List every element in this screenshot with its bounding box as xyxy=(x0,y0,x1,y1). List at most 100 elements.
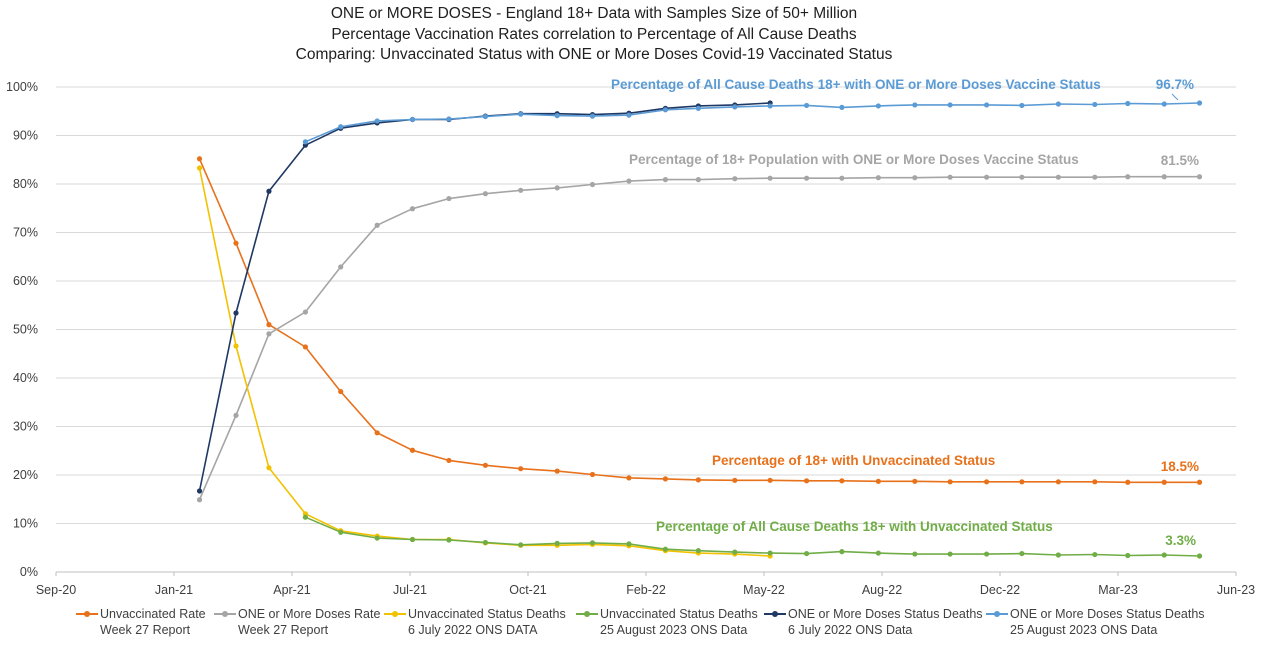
y-tick-label: 30% xyxy=(13,420,38,434)
data-point xyxy=(947,551,953,557)
data-point xyxy=(1019,102,1025,109)
legend-label: Week 27 Report xyxy=(238,623,329,637)
series-line xyxy=(198,158,1200,484)
data-point xyxy=(266,331,272,337)
chart-title-line-1: ONE or MORE DOSES - England 18+ Data wit… xyxy=(330,5,858,22)
series-line xyxy=(198,175,1200,501)
data-point xyxy=(409,447,416,453)
annotation-label: 3.3% xyxy=(1165,533,1196,548)
annotation-label: 18.5% xyxy=(1161,459,1199,474)
data-point xyxy=(875,175,881,181)
y-tick-label: 40% xyxy=(13,371,38,385)
data-point xyxy=(374,118,380,124)
data-point xyxy=(374,430,380,436)
legend-label: Week 27 Report xyxy=(100,623,191,637)
data-point xyxy=(662,546,669,552)
series-line xyxy=(305,102,1200,143)
annotation-label: Percentage of All Cause Deaths 18+ with … xyxy=(611,77,1101,92)
data-point xyxy=(912,478,918,484)
x-tick-label: Jul-21 xyxy=(393,583,427,597)
annotation-label: Percentage of All Cause Deaths 18+ with … xyxy=(656,519,1053,534)
chart-title-line-2: Percentage Vaccination Rates correlation… xyxy=(331,25,857,43)
data-point xyxy=(767,477,773,483)
data-point xyxy=(482,539,489,546)
x-tick-label: Jun-23 xyxy=(1217,583,1255,597)
data-point xyxy=(302,344,309,350)
data-point xyxy=(589,181,596,188)
data-point xyxy=(409,206,416,212)
y-tick-label: 100% xyxy=(6,80,38,94)
data-point xyxy=(1196,479,1203,485)
data-point xyxy=(732,549,738,555)
data-point xyxy=(338,264,344,270)
data-point xyxy=(1092,174,1098,180)
y-tick-label: 90% xyxy=(13,129,38,143)
data-point xyxy=(1055,174,1061,180)
data-point xyxy=(983,479,990,485)
legend-label: 6 July 2022 ONS DATA xyxy=(408,623,538,637)
series-3 xyxy=(196,165,773,559)
x-tick-label: May-22 xyxy=(743,583,785,597)
data-point xyxy=(1055,552,1061,558)
legend-label: Unvaccinated Status Deaths xyxy=(408,607,566,621)
data-point xyxy=(302,309,309,315)
data-point xyxy=(302,139,309,145)
data-point xyxy=(912,551,918,557)
data-point xyxy=(732,104,738,110)
x-tick-label: Jan-21 xyxy=(155,583,193,597)
data-point xyxy=(912,175,918,181)
series-layer xyxy=(196,100,1203,559)
x-tick-label: Apr-21 xyxy=(273,583,311,597)
data-point xyxy=(875,550,881,556)
data-point xyxy=(589,540,596,546)
data-point xyxy=(626,178,632,184)
legend-label: ONE or More Doses Status Deaths xyxy=(788,607,983,621)
y-tick-label: 20% xyxy=(13,468,38,482)
legend-marker xyxy=(986,611,1008,617)
data-point xyxy=(695,177,701,183)
data-point xyxy=(233,412,239,418)
x-tick-label: Feb-22 xyxy=(626,583,666,597)
data-point xyxy=(446,537,452,543)
data-point xyxy=(518,187,524,193)
data-point xyxy=(1196,100,1203,106)
data-point xyxy=(1125,552,1131,559)
data-point xyxy=(338,388,344,395)
data-point xyxy=(1196,174,1203,180)
series-4 xyxy=(302,514,1203,559)
data-point xyxy=(482,191,489,197)
data-point xyxy=(803,102,810,109)
data-point xyxy=(839,104,845,110)
data-point xyxy=(947,174,953,180)
data-point xyxy=(626,475,632,481)
data-point xyxy=(409,536,416,543)
data-point xyxy=(732,477,738,483)
y-tick-label: 50% xyxy=(13,323,38,337)
legend-label: ONE or More Doses Status Deaths xyxy=(1010,607,1205,621)
annotation-label: 81.5% xyxy=(1161,153,1199,168)
data-point xyxy=(233,343,239,349)
data-point xyxy=(233,310,239,316)
legend-marker xyxy=(76,611,98,617)
annotation-label: 96.7% xyxy=(1156,77,1194,92)
data-point xyxy=(1019,174,1025,180)
data-point xyxy=(803,550,810,557)
data-point xyxy=(518,466,524,472)
data-point xyxy=(947,102,953,108)
y-tick-label: 70% xyxy=(13,226,38,240)
data-point xyxy=(338,529,344,535)
legend-label: 25 August 2023 ONS Data xyxy=(600,623,748,637)
data-point xyxy=(803,478,810,484)
x-tick-label: Sep-20 xyxy=(36,583,76,597)
series-1 xyxy=(196,156,1203,485)
data-point xyxy=(695,105,701,111)
data-point xyxy=(1092,479,1098,485)
y-tick-label: 10% xyxy=(13,517,38,531)
data-point xyxy=(266,188,272,194)
data-point xyxy=(233,240,239,246)
series-line xyxy=(305,516,1200,557)
chart-title-line-3: Comparing: Unvaccinated Status with ONE … xyxy=(295,46,893,63)
data-point xyxy=(446,195,452,202)
x-tick-label: Aug-22 xyxy=(862,583,902,597)
data-point xyxy=(554,113,560,119)
